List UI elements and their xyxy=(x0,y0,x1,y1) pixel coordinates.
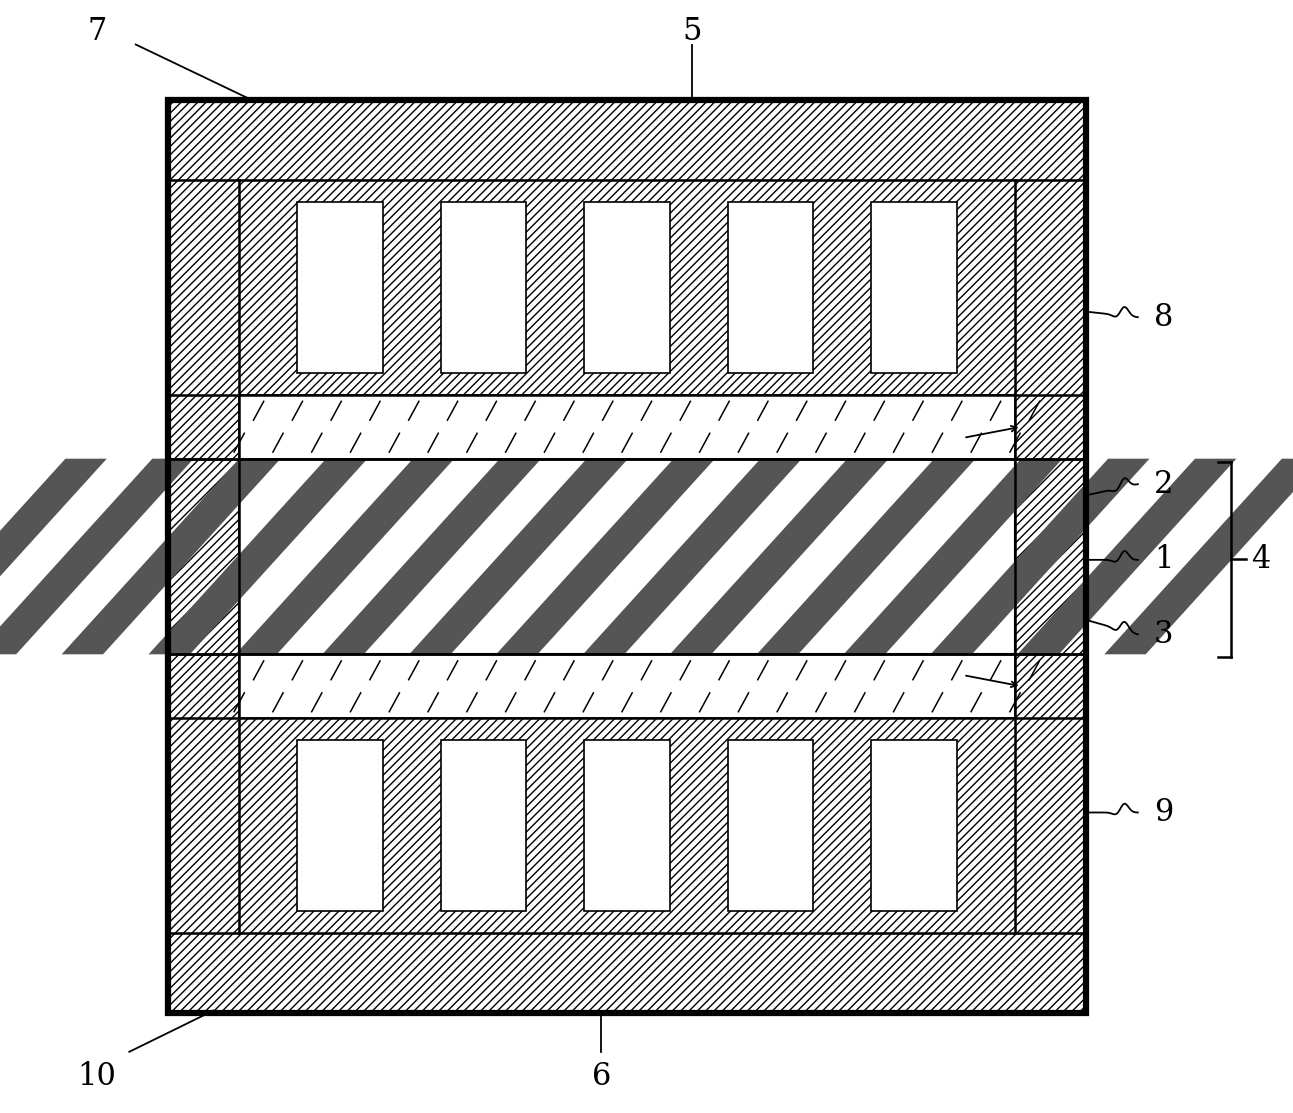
Bar xyxy=(441,201,526,373)
Bar xyxy=(728,740,813,912)
Bar xyxy=(239,459,1015,654)
Polygon shape xyxy=(149,459,367,654)
Bar xyxy=(239,459,1015,654)
Text: 6: 6 xyxy=(592,1061,610,1092)
Text: 1: 1 xyxy=(1153,544,1174,575)
Bar xyxy=(441,740,526,912)
Bar xyxy=(168,100,1086,180)
Bar xyxy=(239,459,1015,654)
Bar xyxy=(239,395,1015,459)
Bar xyxy=(728,201,813,373)
Bar xyxy=(239,459,1015,654)
Bar xyxy=(239,459,1015,654)
Polygon shape xyxy=(583,459,802,654)
Text: 3: 3 xyxy=(1153,619,1174,650)
Text: 2: 2 xyxy=(1153,469,1174,500)
Bar xyxy=(168,100,1086,1013)
Bar xyxy=(239,459,1015,654)
Bar xyxy=(239,459,1015,654)
Bar xyxy=(584,740,670,912)
Text: 8: 8 xyxy=(1155,302,1173,333)
Bar xyxy=(584,201,670,373)
Text: 7: 7 xyxy=(88,16,106,47)
Polygon shape xyxy=(235,459,454,654)
Bar xyxy=(239,459,1015,654)
Polygon shape xyxy=(843,459,1063,654)
Bar xyxy=(239,459,1015,654)
Polygon shape xyxy=(756,459,976,654)
Bar xyxy=(239,459,1015,654)
Bar xyxy=(239,718,1015,933)
Text: 4: 4 xyxy=(1252,544,1270,574)
Polygon shape xyxy=(931,459,1149,654)
Bar xyxy=(239,459,1015,654)
Bar xyxy=(239,180,1015,395)
Polygon shape xyxy=(322,459,542,654)
Text: 10: 10 xyxy=(78,1061,116,1092)
Bar xyxy=(1015,180,1086,933)
Polygon shape xyxy=(1018,459,1236,654)
Bar xyxy=(297,740,383,912)
Bar xyxy=(239,459,1015,654)
Polygon shape xyxy=(62,459,281,654)
Bar xyxy=(239,654,1015,718)
Bar xyxy=(871,201,957,373)
Bar xyxy=(297,201,383,373)
Polygon shape xyxy=(1104,459,1293,654)
Bar xyxy=(239,459,1015,654)
Bar xyxy=(168,180,239,933)
Text: 9: 9 xyxy=(1155,797,1173,828)
Bar xyxy=(239,459,1015,654)
Polygon shape xyxy=(0,459,194,654)
Polygon shape xyxy=(497,459,715,654)
Bar xyxy=(871,740,957,912)
Polygon shape xyxy=(409,459,628,654)
Bar xyxy=(239,459,1015,654)
Bar xyxy=(168,933,1086,1013)
Bar xyxy=(239,459,1015,654)
Polygon shape xyxy=(0,459,107,654)
Polygon shape xyxy=(670,459,888,654)
Text: 5: 5 xyxy=(681,16,702,47)
